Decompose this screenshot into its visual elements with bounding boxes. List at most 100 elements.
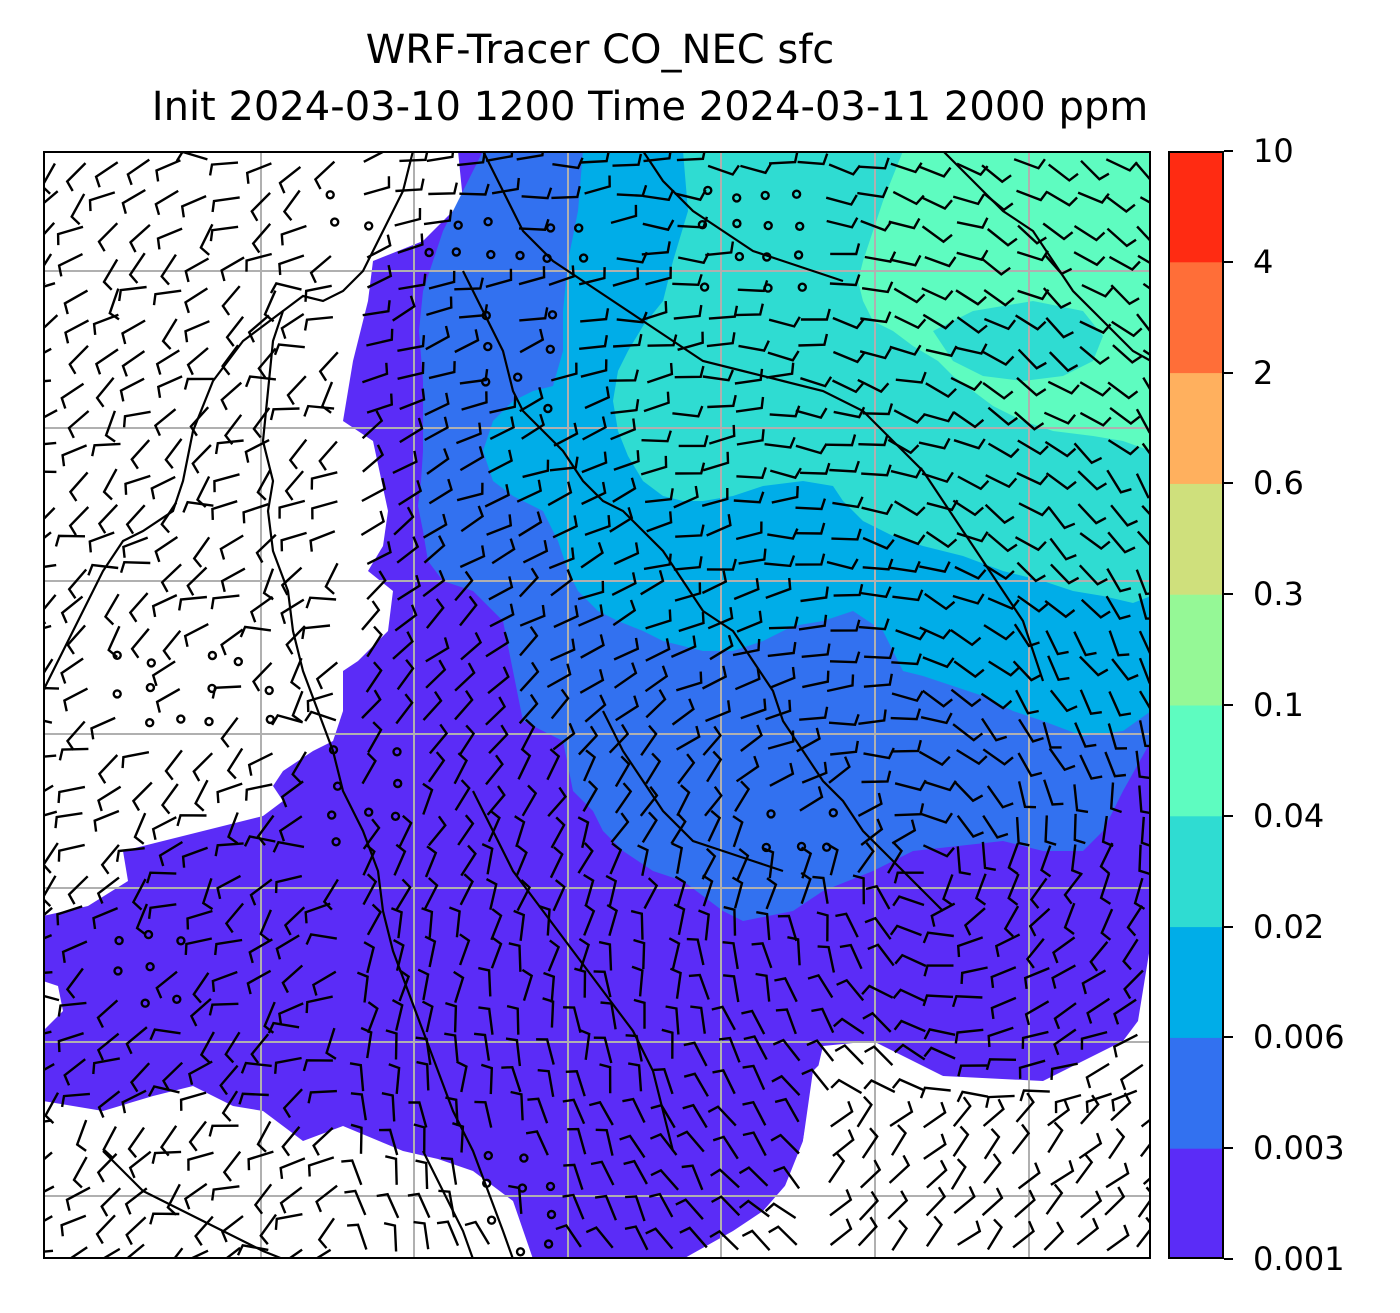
wind-barb bbox=[366, 264, 393, 289]
wind-barb bbox=[707, 607, 734, 630]
wind-barb bbox=[60, 657, 84, 684]
wind-barb bbox=[616, 311, 648, 324]
wind-barb bbox=[623, 1159, 648, 1185]
wind-barb bbox=[399, 388, 426, 411]
wind-barb bbox=[956, 846, 971, 876]
wind-barb bbox=[249, 878, 273, 906]
wind-barb bbox=[891, 1078, 924, 1092]
calm-wind-circle bbox=[331, 837, 341, 847]
wind-barb bbox=[894, 1043, 926, 1061]
wind-barb bbox=[182, 500, 214, 513]
wind-barb bbox=[800, 871, 812, 904]
calm-wind-circle bbox=[763, 283, 773, 293]
wind-barb bbox=[424, 935, 437, 968]
wind-barb bbox=[201, 878, 214, 911]
wind-barb bbox=[428, 270, 456, 290]
wind-barb bbox=[397, 361, 425, 380]
wind-barb bbox=[771, 486, 799, 504]
wind-barb bbox=[702, 369, 735, 382]
calm-wind-circle bbox=[547, 310, 558, 320]
wind-barb bbox=[698, 909, 710, 941]
wind-barb bbox=[487, 449, 513, 474]
colorbar-tick-mark bbox=[1224, 925, 1233, 928]
wind-barb bbox=[392, 631, 414, 660]
wind-barb bbox=[865, 884, 891, 910]
wind-barb bbox=[616, 251, 648, 264]
wind-barb bbox=[1021, 1030, 1049, 1049]
wind-barb bbox=[787, 936, 801, 966]
wind-barb bbox=[220, 567, 246, 593]
wind-barb bbox=[1007, 873, 1020, 906]
wind-barb bbox=[955, 343, 988, 355]
wind-barb bbox=[1138, 593, 1151, 620]
wind-barb bbox=[616, 184, 648, 198]
wind-barb bbox=[154, 536, 179, 563]
wind-barb bbox=[489, 603, 515, 628]
wind-barb bbox=[707, 394, 737, 409]
wind-barb bbox=[413, 1220, 430, 1250]
wind-barb bbox=[455, 422, 482, 445]
wind-barb bbox=[983, 624, 1015, 641]
wind-barb bbox=[43, 507, 56, 522]
wind-barb bbox=[57, 1001, 87, 1017]
wind-barb bbox=[923, 1133, 947, 1160]
wind-barb bbox=[888, 217, 921, 230]
wind-barb bbox=[742, 1100, 767, 1126]
wind-barb bbox=[921, 689, 953, 708]
wind-barb bbox=[456, 1060, 468, 1093]
wind-barb bbox=[1112, 344, 1143, 364]
wind-barb bbox=[857, 842, 875, 874]
wind-barb bbox=[70, 193, 86, 226]
wind-barb bbox=[963, 907, 986, 936]
contour-level-0.04 bbox=[858, 151, 1151, 451]
wind-barb bbox=[313, 1248, 332, 1259]
wind-barb bbox=[1049, 537, 1077, 561]
wind-barb bbox=[987, 597, 1020, 610]
wind-barb bbox=[361, 477, 387, 503]
wind-barb bbox=[722, 941, 739, 970]
wind-barb bbox=[653, 1068, 674, 1095]
wind-barb bbox=[798, 333, 829, 347]
wind-barb bbox=[864, 1045, 894, 1066]
wind-barb bbox=[893, 500, 926, 517]
wind-barb bbox=[887, 842, 904, 874]
wind-barb bbox=[488, 576, 514, 601]
wind-barb bbox=[832, 1129, 855, 1157]
wind-barb bbox=[858, 434, 889, 447]
wind-barb bbox=[705, 241, 735, 257]
contour-level-0.02-inset bbox=[933, 301, 1103, 381]
wind-barb bbox=[567, 1127, 587, 1155]
wind-barb bbox=[248, 938, 273, 964]
wind-barb bbox=[459, 595, 478, 627]
wind-barb bbox=[121, 751, 150, 769]
wind-barb bbox=[831, 528, 862, 541]
wind-barb bbox=[396, 659, 415, 691]
wind-barb bbox=[309, 255, 332, 284]
wind-barb bbox=[417, 968, 430, 1001]
wind-barb bbox=[650, 1103, 676, 1129]
wind-barb bbox=[1049, 689, 1078, 713]
wind-barb bbox=[166, 1183, 181, 1216]
wind-barb bbox=[677, 331, 704, 351]
wind-barb bbox=[1014, 536, 1047, 552]
wind-barb bbox=[707, 1105, 737, 1127]
wind-barb bbox=[160, 783, 179, 815]
wind-barb bbox=[291, 751, 307, 784]
wind-barb bbox=[593, 1036, 613, 1064]
wind-barb bbox=[562, 1098, 586, 1125]
wind-barb bbox=[271, 713, 304, 726]
wind-barb bbox=[583, 873, 595, 906]
wind-barb bbox=[513, 909, 526, 941]
wind-barb bbox=[1111, 320, 1143, 338]
wind-barb bbox=[274, 1213, 303, 1230]
wind-barb bbox=[361, 600, 381, 631]
wind-barb bbox=[519, 604, 546, 627]
wind-barb bbox=[578, 604, 604, 627]
wind-barb bbox=[220, 256, 245, 282]
wind-barb bbox=[852, 874, 865, 905]
wind-barb bbox=[775, 1008, 797, 1035]
wind-barb bbox=[769, 666, 796, 689]
wind-barb bbox=[485, 878, 498, 910]
wind-barb bbox=[519, 307, 549, 322]
wind-barb bbox=[980, 257, 1011, 276]
